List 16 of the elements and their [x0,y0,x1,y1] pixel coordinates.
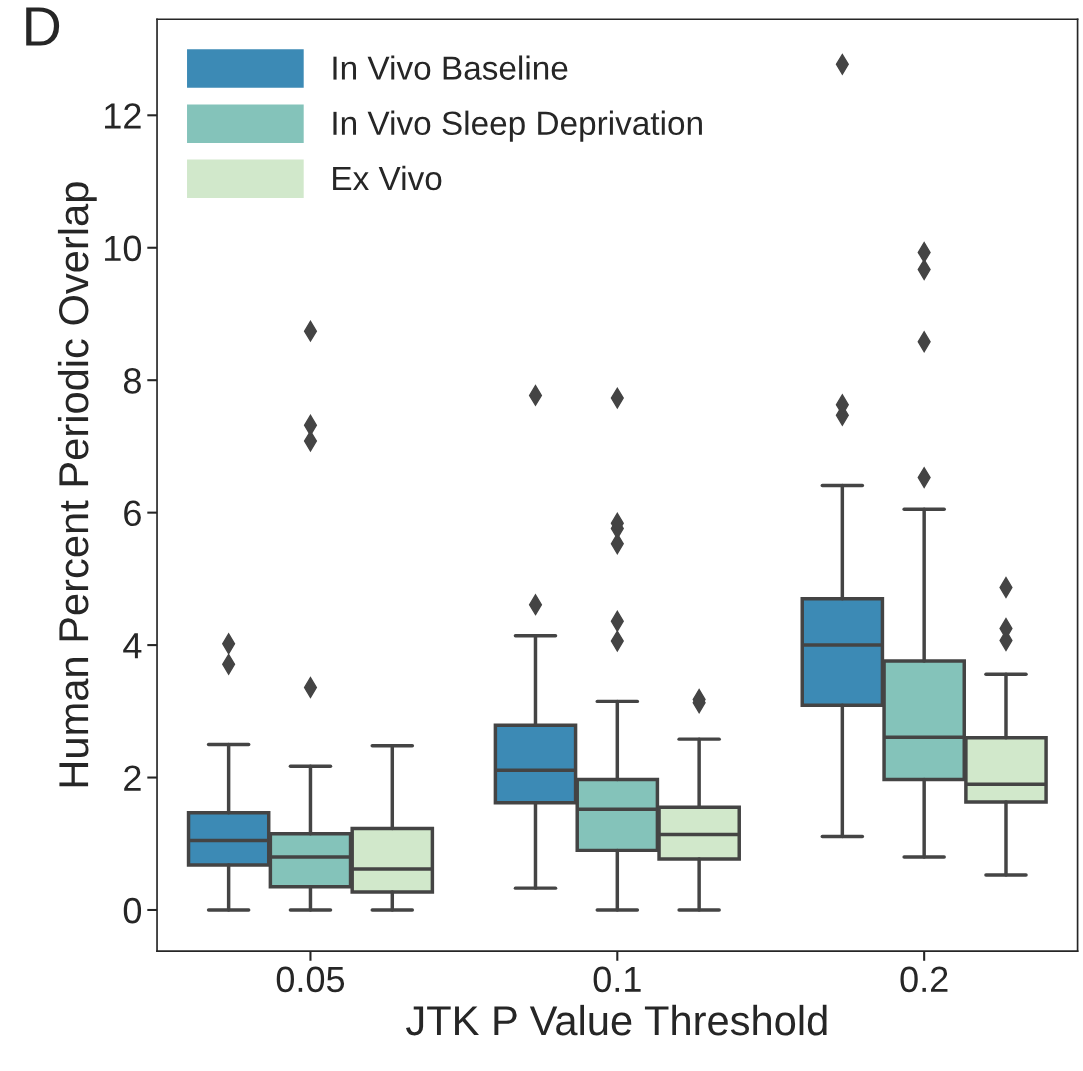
y-tick-label: 6 [124,500,141,527]
y-tick-label: 10 [105,235,142,262]
legend-label: In Vivo Baseline [333,55,568,80]
text: D [26,7,60,46]
x-tick-label: 0.2 [900,966,948,993]
y-tick-label: 0 [123,897,142,924]
x-tick-label: 0.05 [276,966,345,993]
legend-label: Ex Vivo [333,165,442,191]
y-tick-label: 2 [124,765,141,791]
y-tick-label: 8 [123,368,141,394]
x-axis-title: JTK P Value Threshold [406,1004,827,1036]
y-tick-label: 12 [105,103,141,129]
legend-label: In Vivo Sleep Deprivation [333,110,702,142]
y-axis-title: Human Percent Periodic Overlap [57,182,97,787]
y-tick-label: 4 [123,633,142,659]
x-tick-label: 0.1 [593,966,641,993]
